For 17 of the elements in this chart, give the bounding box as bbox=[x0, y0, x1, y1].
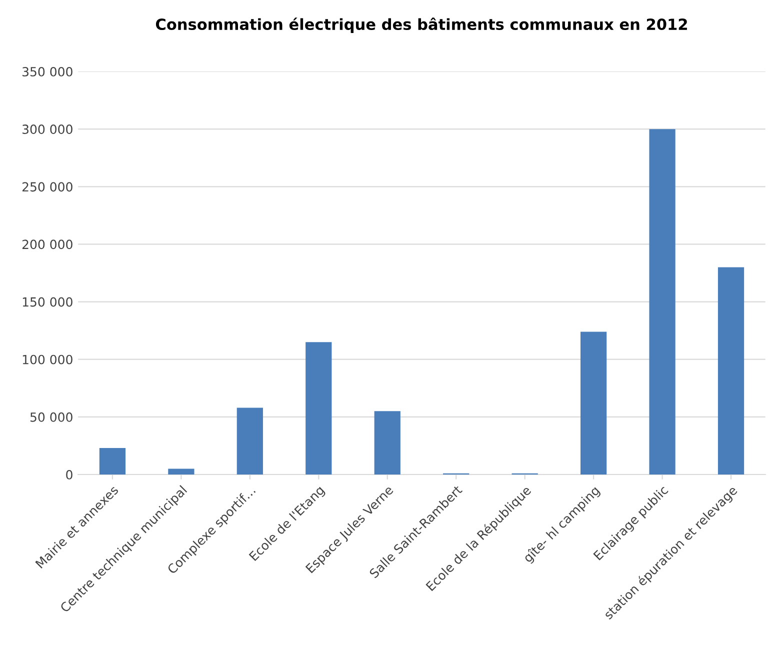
y-tick-label: 300 000 bbox=[22, 124, 72, 134]
bar bbox=[374, 411, 400, 474]
chart-title: Consommation électrique des bâtiments communaux en 2012 bbox=[156, 18, 687, 34]
bar bbox=[649, 129, 676, 474]
y-tick-label: 150 000 bbox=[22, 297, 72, 307]
y-tick-label: 100 000 bbox=[22, 354, 72, 364]
y-tick-label: 0 bbox=[66, 470, 72, 480]
bar bbox=[236, 408, 263, 474]
y-tick-label: 200 000 bbox=[22, 240, 72, 250]
bar bbox=[718, 267, 744, 474]
y-tick-label: 50 000 bbox=[30, 412, 72, 422]
bar bbox=[580, 332, 607, 474]
y-tick-label: 250 000 bbox=[22, 182, 72, 192]
y-tick-label: 350 000 bbox=[22, 66, 72, 76]
bar bbox=[99, 448, 126, 474]
bar bbox=[168, 468, 194, 474]
bar bbox=[306, 342, 332, 474]
